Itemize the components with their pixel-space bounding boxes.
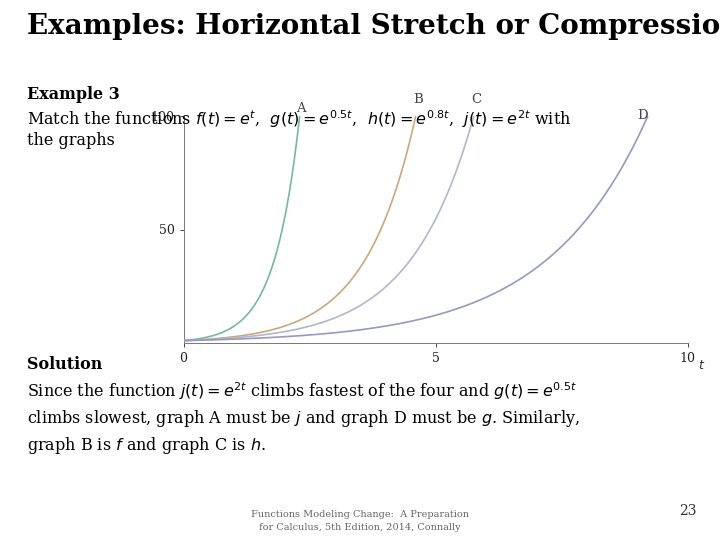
Text: Functions Modeling Change:  A Preparation
for Calculus, 5th Edition, 2014, Conna: Functions Modeling Change: A Preparation… xyxy=(251,510,469,532)
Text: Match the functions $f(t) = e^t$,  $g(t) = e^{0.5t}$,  $h(t) = e^{0.8t}$,  $j(t): Match the functions $f(t) = e^t$, $g(t) … xyxy=(27,108,572,130)
Text: C: C xyxy=(471,93,481,106)
Text: the graphs: the graphs xyxy=(27,132,115,149)
Text: graph B is $f$ and graph C is $h$.: graph B is $f$ and graph C is $h$. xyxy=(27,435,266,456)
Text: Example 3: Example 3 xyxy=(27,86,120,103)
Text: B: B xyxy=(413,93,423,106)
Text: climbs slowest, graph A must be $j$ and graph D must be $g$. Similarly,: climbs slowest, graph A must be $j$ and … xyxy=(27,408,580,429)
Text: $t$: $t$ xyxy=(698,359,705,372)
Text: Examples: Horizontal Stretch or Compression: Examples: Horizontal Stretch or Compress… xyxy=(27,14,720,40)
Text: D: D xyxy=(637,109,647,122)
Text: A: A xyxy=(296,102,306,115)
Text: Solution: Solution xyxy=(27,356,103,373)
Text: 23: 23 xyxy=(680,504,697,518)
Text: Since the function $j(t) = e^{2t}$ climbs fastest of the four and $g(t) = e^{0.5: Since the function $j(t) = e^{2t}$ climb… xyxy=(27,381,577,402)
